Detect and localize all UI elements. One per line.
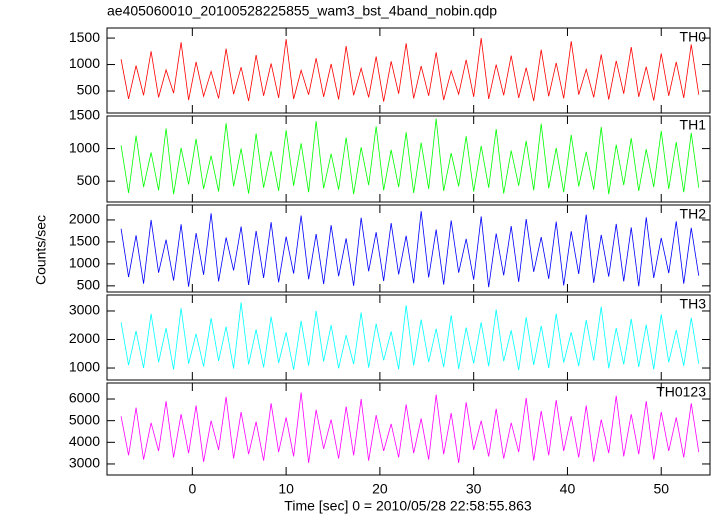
- panel-frame: [106, 115, 711, 203]
- y-tick-label: 1500: [69, 233, 100, 249]
- x-tick-label: 10: [278, 481, 294, 497]
- y-axis-label: Counts/sec: [33, 215, 49, 285]
- y-tick-label: 1000: [69, 359, 100, 375]
- y-tick-label: 1000: [69, 139, 100, 155]
- y-tick-label: 5000: [69, 411, 100, 427]
- panel-label: TH0123: [656, 384, 706, 400]
- x-tick-label: 0: [188, 481, 196, 497]
- chart-title: ae405060010_20100528225855_wam3_bst_4ban…: [107, 3, 497, 19]
- y-tick-label: 1500: [69, 29, 100, 45]
- panel-frame: [106, 382, 711, 476]
- y-tick-label: 500: [77, 172, 101, 188]
- y-tick-label: 4000: [69, 433, 100, 449]
- y-tick-label: 3000: [69, 455, 100, 471]
- series-line: [120, 38, 700, 102]
- x-tick-label: 50: [653, 481, 669, 497]
- series-line: [120, 211, 700, 288]
- y-tick-label: 2000: [69, 330, 100, 346]
- x-tick-label: 20: [372, 481, 388, 497]
- series-line: [120, 118, 700, 195]
- x-tick-label: 30: [466, 481, 482, 497]
- panel-frame: [106, 294, 711, 381]
- y-tick-label: 2000: [69, 211, 100, 227]
- panel-frame: [106, 204, 711, 293]
- panel-label: TH0: [680, 29, 707, 45]
- y-tick-label: 500: [77, 82, 101, 98]
- y-tick-label: 1000: [69, 255, 100, 271]
- x-tick-label: 40: [560, 481, 576, 497]
- series-line: [120, 302, 700, 371]
- series-line: [120, 392, 700, 463]
- panel-label: TH1: [680, 117, 707, 133]
- y-tick-label: 6000: [69, 390, 100, 406]
- y-tick-label: 500: [77, 277, 101, 293]
- x-axis-label: Time [sec] 0 = 2010/05/28 22:58:55.863: [284, 498, 532, 514]
- panel-label: TH3: [680, 296, 707, 312]
- panel-label: TH2: [680, 206, 707, 222]
- y-tick-label: 1500: [69, 107, 100, 123]
- y-tick-label: 3000: [69, 302, 100, 318]
- panel-frame: [106, 27, 711, 114]
- y-tick-label: 1000: [69, 55, 100, 71]
